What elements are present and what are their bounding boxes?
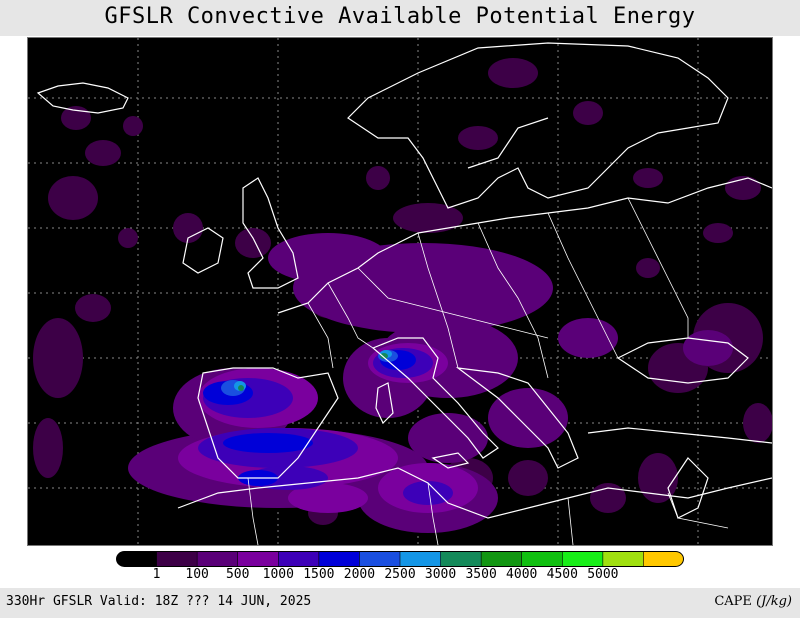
colorbar-label: 2000 bbox=[343, 567, 376, 582]
valid-time-text: 330Hr GFSLR Valid: 18Z ??? 14 JUN, 2025 bbox=[6, 594, 312, 609]
colorbar-segment bbox=[197, 551, 239, 567]
colorbar-label: 5000 bbox=[587, 567, 619, 582]
colorbar-label: 1000 bbox=[262, 567, 294, 582]
colorbar-segment bbox=[440, 551, 482, 567]
colorbar-label: 4500 bbox=[546, 567, 578, 582]
colorbar-segment bbox=[481, 551, 523, 567]
variable-name: CAPE bbox=[714, 594, 752, 609]
colorbar-segment bbox=[237, 551, 279, 567]
cape-map bbox=[28, 38, 772, 545]
colorbar-segment bbox=[562, 551, 604, 567]
variable-units: CAPE (J/kg) bbox=[714, 594, 792, 609]
colorbar-label: 3000 bbox=[424, 567, 457, 582]
title-bar bbox=[0, 0, 800, 36]
colorbar-label: 4000 bbox=[506, 567, 538, 582]
map-panel bbox=[27, 37, 773, 546]
colorbar-segment bbox=[521, 551, 563, 567]
colorbar-label: 100 bbox=[185, 567, 209, 582]
colorbar-segment bbox=[156, 551, 198, 567]
colorbar-label: 2500 bbox=[384, 567, 416, 582]
footer-bar: 330Hr GFSLR Valid: 18Z ??? 14 JUN, 2025 … bbox=[0, 588, 800, 618]
colorbar-label: 1 bbox=[152, 567, 161, 582]
colorbar-label: 1500 bbox=[303, 567, 335, 582]
colorbar-segment bbox=[643, 551, 684, 567]
colorbar-labels: 1 100 500 1000 1500 2000 2500 3000 3500 4000 4500 5… bbox=[0, 567, 800, 585]
colorbar-segment bbox=[318, 551, 360, 567]
cape-colorbar bbox=[116, 551, 684, 567]
country-borders bbox=[247, 197, 729, 545]
colorbar-segment bbox=[400, 551, 442, 567]
colorbar-segment bbox=[278, 551, 320, 567]
coastline-outline bbox=[36, 42, 772, 519]
map-title: GFSLR Convective Available Potential Ene… bbox=[104, 4, 696, 29]
cape-field-3000 bbox=[238, 353, 388, 391]
colorbar-segment bbox=[116, 551, 158, 567]
colorbar-label: 500 bbox=[225, 567, 250, 582]
colorbar-segment bbox=[602, 551, 644, 567]
colorbar-label: 3500 bbox=[465, 567, 497, 582]
colorbar-segment bbox=[359, 551, 401, 567]
variable-unit: (J/kg) bbox=[756, 594, 792, 609]
